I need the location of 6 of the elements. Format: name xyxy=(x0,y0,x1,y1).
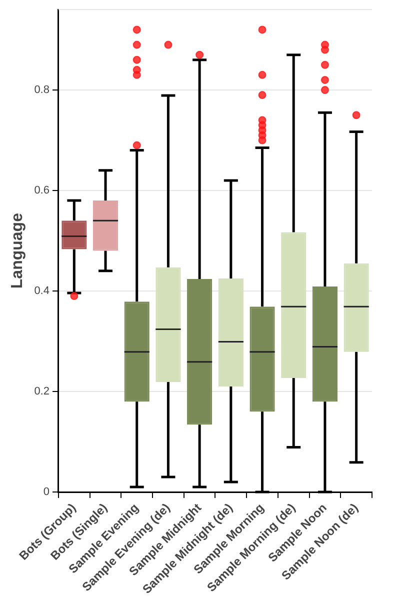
y-tick-label: 0.4 xyxy=(34,285,50,298)
y-tick-label: 0 xyxy=(43,486,50,498)
y-tick-label: 0.6 xyxy=(34,184,50,197)
y-axis-title: Language xyxy=(9,212,26,289)
y-tick-label: 0.8 xyxy=(34,84,50,96)
y-tick-label: 0.2 xyxy=(34,386,50,398)
